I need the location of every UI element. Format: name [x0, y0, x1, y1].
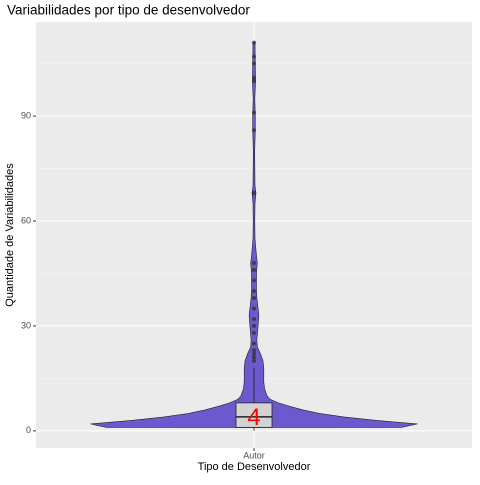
outlier — [252, 61, 256, 66]
outlier — [252, 348, 256, 353]
outlier — [252, 351, 256, 356]
y-tick-label: 30 — [21, 320, 31, 330]
outlier — [252, 191, 256, 196]
outlier — [252, 295, 256, 300]
outlier — [252, 110, 256, 115]
outlier — [252, 79, 256, 84]
y-tick-label: 0 — [26, 425, 31, 435]
outlier — [252, 260, 256, 265]
outlier — [252, 306, 256, 311]
outlier — [252, 128, 256, 133]
box — [235, 402, 273, 428]
outlier — [252, 323, 256, 328]
outlier — [252, 267, 256, 272]
outlier — [252, 54, 256, 59]
y-tick-label: 60 — [21, 215, 31, 225]
median-label: 4 — [247, 404, 260, 431]
y-tick-label: 90 — [21, 110, 31, 120]
y-axis-title: Quantidade de Variabilidades — [4, 163, 16, 307]
outlier — [252, 316, 256, 321]
outlier — [252, 330, 256, 335]
outlier — [252, 75, 256, 80]
outlier — [252, 355, 256, 360]
outlier — [252, 40, 256, 45]
outlier — [252, 278, 256, 283]
outlier — [252, 358, 256, 363]
chart-title: Variabilidades por tipo de desenvolvedor — [7, 3, 250, 18]
x-axis-title: Tipo de Desenvolvedor — [198, 461, 311, 473]
outlier — [252, 288, 256, 293]
outlier — [252, 341, 256, 346]
x-tick-label: Autor — [243, 450, 265, 460]
